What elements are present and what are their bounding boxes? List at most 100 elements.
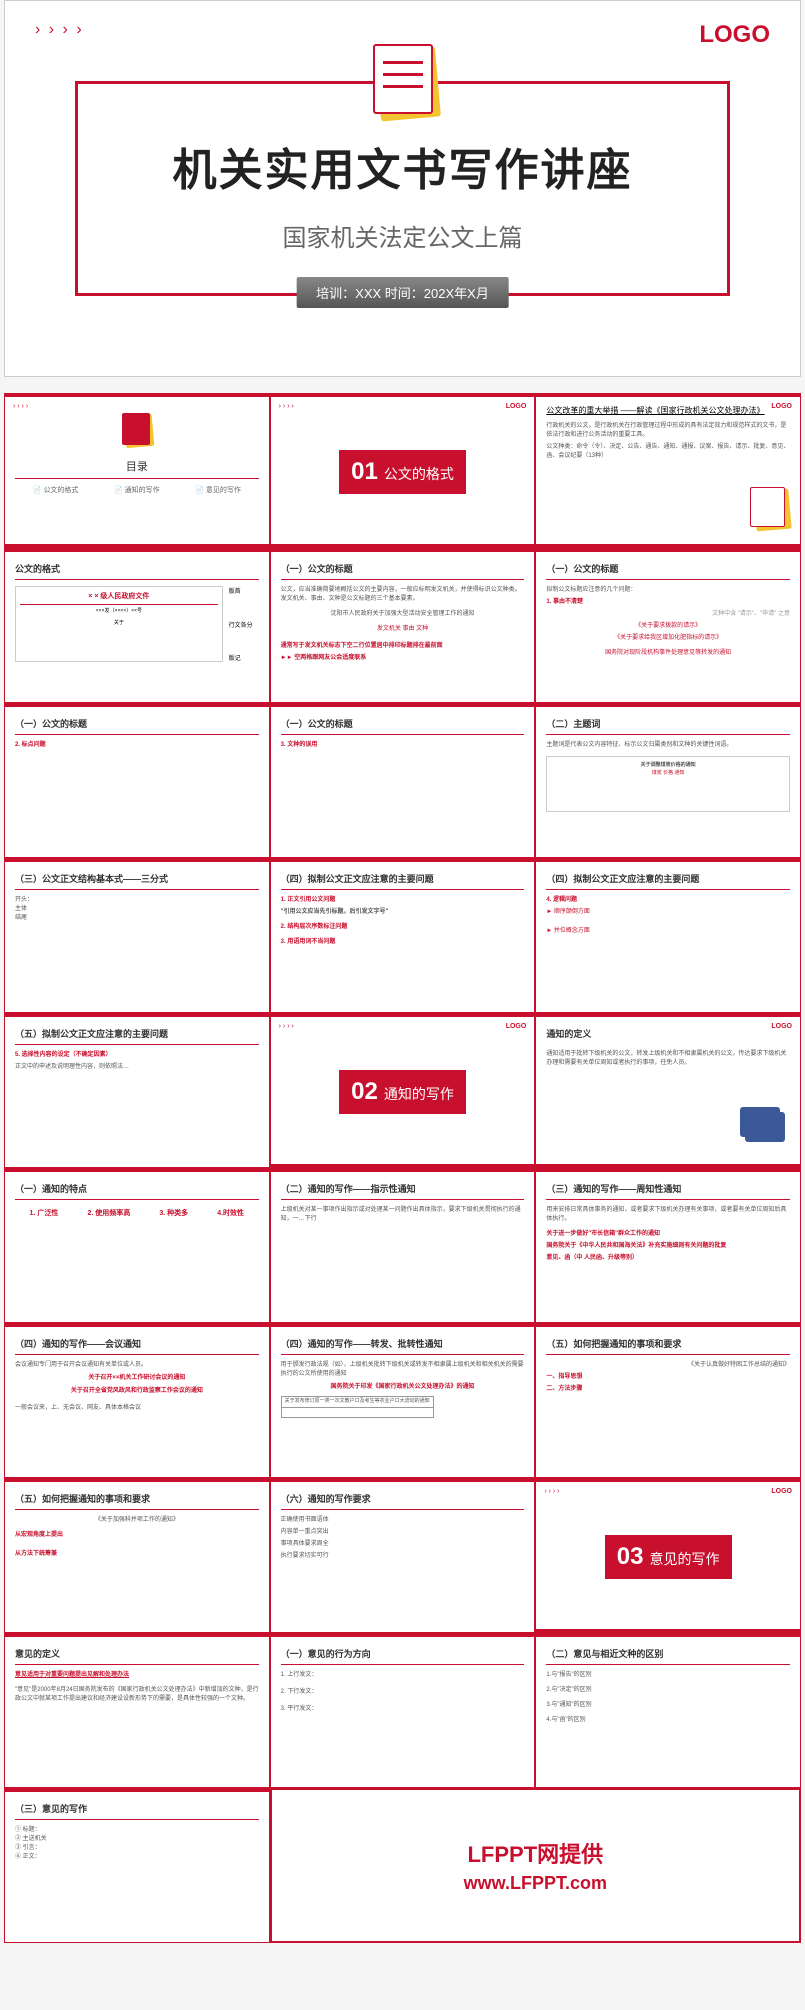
logo-icon: LOGO: [506, 403, 527, 410]
slide-body: 上级机关对某一事项作出指示或对处理某一问题作出具体指示，要求下级机关贯彻执行的通…: [281, 1206, 525, 1224]
slide-grid: › › › › 目录 公文的格式 通知的写作 意见的写作 › › › › LOG…: [0, 393, 805, 1943]
slide-title-1: （一）公文的标题 公文，应当准确简要地概括公文的主要内容，一般应标明发文机关，并…: [270, 548, 536, 703]
logo-icon: LOGO: [506, 1023, 527, 1030]
slide-body: 3. 文种的误用: [281, 741, 525, 750]
section-badge: 01公文的格式: [339, 450, 466, 494]
toc-items: 公文的格式 通知的写作 意见的写作: [15, 485, 259, 495]
section-badge: 03意见的写作: [605, 1535, 732, 1579]
slide-notice-req-1: （五）如何把握通知的事项和要求 《关于认真做好特困工作总结的通知》 一、指导思想…: [535, 1323, 801, 1478]
slide-keywords: （二）主题词 主题词是代表公文内容特征、标示公文归属类别和文种的关键性词语。 关…: [535, 703, 801, 858]
watermark-text: LFPPT网提供: [467, 1837, 603, 1869]
slide-body: 《关于认真做好特困工作总结的通知》 一、指导思想 二、方法步骤: [546, 1361, 790, 1394]
title-slide: › › › › LOGO 机关实用文书写作讲座 国家机关法定公文上篇 培训：XX…: [4, 0, 801, 377]
slide-heading: （一）公文的标题: [281, 715, 525, 735]
slide-heading: （三）公文正文结构基本式——三分式: [15, 870, 259, 890]
slide-heading: （五）如何把握通知的事项和要求: [546, 1335, 790, 1355]
watermark-url: www.LFPPT.com: [464, 1873, 607, 1894]
slide-watermark: LFPPT网提供 www.LFPPT.com: [270, 1788, 801, 1943]
slide-body: × × 级人民政府文件 ×××发〔××××〕××号 关于 版首 行文各分 版记: [15, 586, 259, 662]
slide-title-4: （一）公文的标题 3. 文种的误用: [270, 703, 536, 858]
slide-body: 行政机关的公文，是行政机关在行政管理过程中形成的具有法定效力和规范样式的文书，是…: [546, 422, 790, 461]
slide-heading: （四）拟制公文正文应注意的主要问题: [281, 870, 525, 890]
slide-notice-def: LOGO 通知的定义 通知适用于批转下级机关的公文，转发上级机关和不相隶属机关的…: [535, 1013, 801, 1168]
chevron-icon: › › › ›: [13, 403, 28, 410]
slide-heading: （五）如何把握通知的事项和要求: [15, 1490, 259, 1510]
slide-notice-write-req: （六）通知的写作要求 正确使用书面语体 内容单一重点突出 事项具体要求周全 执行…: [270, 1478, 536, 1633]
slide-section-03: › › › › LOGO 03意见的写作: [535, 1478, 801, 1633]
slide-body: 开头： 主体 结尾: [15, 896, 259, 923]
slide-opinion-def: 意见的定义 意见适用于对重要问题提出见解和处理办法 "意见"是2000年8月24…: [4, 1633, 270, 1788]
slide-body: 正确使用书面语体 内容单一重点突出 事项具体要求周全 执行要求切实可行: [281, 1516, 525, 1561]
slide-notice-meeting: （四）通知的写作——会议通知 会议通知专门用于召开会议通知有关单位或人员。 关于…: [4, 1323, 270, 1478]
slide-toc: › › › › 目录 公文的格式 通知的写作 意见的写作: [4, 393, 270, 548]
slide-body: 拟制公文标题应注意的几个问题： 1. 事由不清楚 文种中含 "请示"、"申请" …: [546, 586, 790, 658]
toc-label: 目录: [15, 458, 259, 479]
toc-item: 公文的格式: [33, 485, 79, 495]
slide-title-2: （一）公文的标题 拟制公文标题应注意的几个问题： 1. 事由不清楚 文种中含 "…: [535, 548, 801, 703]
slide-heading: （二）通知的写作——指示性通知: [281, 1180, 525, 1200]
slide-body: 意见适用于对重要问题提出见解和处理办法 "意见"是2000年8月24日国务院发布…: [15, 1671, 259, 1704]
sub-title: 国家机关法定公文上篇: [108, 218, 697, 253]
slide-heading: （四）拟制公文正文应注意的主要问题: [546, 870, 790, 890]
slide-format: 公文的格式 × × 级人民政府文件 ×××发〔××××〕××号 关于 版首 行文…: [4, 548, 270, 703]
slide-opinion-write: （三）意见的写作 ① 标题： ② 主送机关 ③ 引言： ④ 正文：: [4, 1788, 270, 1943]
slide-body: 1.与"报告"的区别 2.与"决定"的区别 3.与"通知"的区别 4.与"函"的…: [546, 1671, 790, 1725]
slide-heading: （三）通知的写作——周知性通知: [546, 1180, 790, 1200]
title-box: 机关实用文书写作讲座 国家机关法定公文上篇 培训：XXX 时间：202X年X月: [75, 81, 730, 296]
slide-opinion-diff: （二）意见与相近文种的区别 1.与"报告"的区别 2.与"决定"的区别 3.与"…: [535, 1633, 801, 1788]
logo-icon: LOGO: [771, 1488, 792, 1495]
slide-body: ① 标题： ② 主送机关 ③ 引言： ④ 正文：: [15, 1826, 259, 1862]
slide-heading: 公文的格式: [15, 560, 259, 580]
document-icon: [363, 44, 443, 124]
slide-notice-write-2: （三）通知的写作——周知性通知 用来安排日常具体事务的通知，或者要求下级机关办理…: [535, 1168, 801, 1323]
slide-issues-2: （四）拟制公文正文应注意的主要问题 4. 逻辑问题 ► 顺序颠倒方面 ► 并位概…: [535, 858, 801, 1013]
doc-sample: 关于调整煤炭价格的通知 煤炭 价格 通知: [546, 756, 790, 812]
slide-heading: （一）通知的特点: [15, 1180, 259, 1200]
logo-icon: LOGO: [771, 403, 792, 410]
slide-heading: 通知的定义: [546, 1025, 790, 1044]
chevron-decor: › › › ›: [35, 21, 84, 39]
document-icon: [750, 487, 790, 527]
slide-notice-write-1: （二）通知的写作——指示性通知 上级机关对某一事项作出指示或对处理某一问题作出具…: [270, 1168, 536, 1323]
slide-structure: （三）公文正文结构基本式——三分式 开头： 主体 结尾: [4, 858, 270, 1013]
slide-body: 5. 选择性内容的设定（不确定因素） 正文中的申述及说明理性内容，则依照法…: [15, 1051, 259, 1072]
slide-body: 1. 上行发文： 2. 下行发文： 3. 平行发文：: [281, 1671, 525, 1714]
slide-notice-forward: （四）通知的写作——转发、批转性通知 用于颁发行政法规（如），上级机关批转下级机…: [270, 1323, 536, 1478]
slide-notice-features: （一）通知的特点 1. 广泛性 2. 使用频率高 3. 种类多 4.时效性: [4, 1168, 270, 1323]
chevron-icon: › › › ›: [279, 403, 294, 410]
logo-icon: LOGO: [771, 1023, 792, 1030]
slide-reform: LOGO 公文改革的重大举措 ——解读《国家行政机关公文处理办法》 行政机关的公…: [535, 393, 801, 548]
chevron-icon: › › › ›: [544, 1488, 559, 1495]
slide-heading: 公文改革的重大举措 ——解读《国家行政机关公文处理办法》: [546, 405, 790, 416]
slide-heading: （六）通知的写作要求: [281, 1490, 525, 1510]
doc-labels: 版首 行文各分 版记: [229, 586, 259, 662]
slide-issues-3: （五）拟制公文正文应注意的主要问题 5. 选择性内容的设定（不确定因素） 正文中…: [4, 1013, 270, 1168]
slide-issues-1: （四）拟制公文正文应注意的主要问题 1. 正文引用公文问题 "引用公文应当先引标…: [270, 858, 536, 1013]
toc-item: 意见的写作: [195, 485, 241, 495]
slide-body: 公文，应当准确简要地概括公文的主要内容，一般应标明发文机关，并使得标识公文种类。…: [281, 586, 525, 663]
slide-body: 用于颁发行政法规（如），上级机关批转下级机关或转发不相隶属上级机关和相关机关的需…: [281, 1361, 525, 1418]
doc-sample: × × 级人民政府文件 ×××发〔××××〕××号 关于: [15, 586, 223, 662]
toc-item: 通知的写作: [114, 485, 160, 495]
slide-heading: （二）主题词: [546, 715, 790, 735]
slide-heading: （四）通知的写作——会议通知: [15, 1335, 259, 1355]
slide-opinion-direction: （一）意见的行为方向 1. 上行发文： 2. 下行发文： 3. 平行发文：: [270, 1633, 536, 1788]
chevron-icon: › › › ›: [279, 1023, 294, 1030]
main-title: 机关实用文书写作讲座: [108, 134, 697, 198]
slide-body: 会议通知专门用于召开会议通知有关单位或人员。 关于召开××机关工作研讨会议的通知…: [15, 1361, 259, 1413]
slide-heading: （一）公文的标题: [281, 560, 525, 580]
slide-body: 2. 标点问题: [15, 741, 259, 750]
slide-heading: （二）意见与相近文种的区别: [546, 1645, 790, 1665]
slide-heading: （一）公文的标题: [15, 715, 259, 735]
slide-body: 《关于加强科并项工作的通知》 从宏观角度上提出 从方法下统筹兼: [15, 1516, 259, 1559]
toc-icon: [122, 413, 152, 448]
slide-heading: （四）通知的写作——转发、批转性通知: [281, 1335, 525, 1355]
slide-body: 主题词是代表公文内容特征、标示公文归属类别和文种的关键性词语。 关于调整煤炭价格…: [546, 741, 790, 812]
slide-section-02: › › › › LOGO 02通知的写作: [270, 1013, 536, 1168]
slide-heading: （一）公文的标题: [546, 560, 790, 580]
slide-body: 4. 逻辑问题 ► 顺序颠倒方面 ► 并位概念方面: [546, 896, 790, 936]
section-badge: 02通知的写作: [339, 1070, 466, 1114]
binder-icon: [740, 1107, 785, 1142]
brand-logo: LOGO: [699, 21, 770, 49]
slide-heading: （三）意见的写作: [15, 1800, 259, 1820]
